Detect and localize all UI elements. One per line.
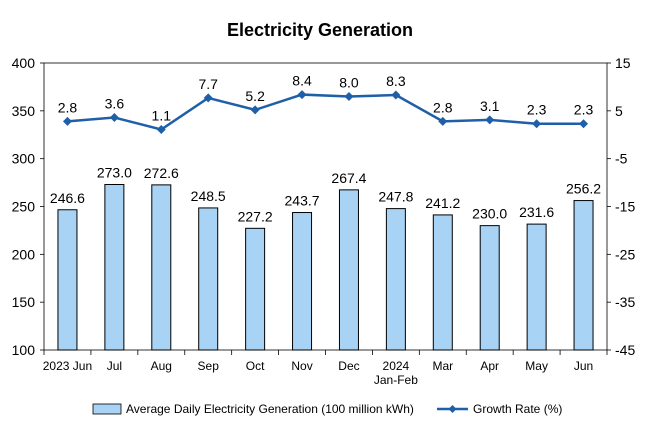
y-left-tick-label: 400 <box>12 55 36 71</box>
bar <box>198 207 219 351</box>
x-tick-label: Mar <box>432 359 453 373</box>
y-left-tick-label: 300 <box>12 151 36 167</box>
x-tick-label: Sep <box>198 359 220 373</box>
bar <box>573 200 594 351</box>
bar <box>479 225 500 351</box>
x-tick-label: Jun <box>574 359 593 373</box>
growth-rate-point <box>485 115 495 125</box>
y-right-tick-label: -15 <box>615 199 635 215</box>
bar-data-label: 267.4 <box>331 170 366 186</box>
growth-rate-point <box>156 124 166 134</box>
y-right-tick-label: 15 <box>615 55 631 71</box>
y-right-tick-label: 5 <box>615 103 623 119</box>
bar <box>292 212 313 351</box>
legend-line-label: Growth Rate (%) <box>473 402 562 416</box>
legend-bar-label: Average Daily Electricity Generation (10… <box>126 402 414 416</box>
growth-rate-point <box>297 90 307 100</box>
x-tick-label: 2023 Jun <box>43 359 92 373</box>
bar <box>526 223 547 351</box>
growth-rate-point <box>391 90 401 100</box>
bar <box>245 227 266 351</box>
growth-rate-label: 1.1 <box>152 107 172 123</box>
y-left-tick-label: 100 <box>12 342 36 358</box>
growth-rate-label: 3.6 <box>105 96 125 112</box>
chart-title: Electricity Generation <box>227 20 413 40</box>
x-tick-label: Oct <box>246 359 265 373</box>
legend-bar-swatch <box>92 403 122 415</box>
legend-line-marker <box>448 405 457 413</box>
x-tick-label: Nov <box>291 359 312 373</box>
bar-data-label: 247.8 <box>378 189 413 205</box>
growth-rate-label: 3.1 <box>480 98 500 114</box>
growth-rate-point <box>579 119 589 129</box>
growth-rate-label: 8.3 <box>386 73 406 89</box>
bar <box>57 209 78 351</box>
growth-rate-point <box>203 93 213 103</box>
bar-data-label: 272.6 <box>144 165 179 181</box>
growth-rate-line <box>67 93 584 131</box>
x-tick-label: Jul <box>107 359 122 373</box>
growth-rate-point <box>109 113 119 123</box>
y-left-tick-label: 350 <box>12 103 36 119</box>
bar <box>104 183 125 351</box>
y-right-tick-label: -25 <box>615 246 635 262</box>
bar-data-label: 241.2 <box>425 195 460 211</box>
bar-data-label: 273.0 <box>97 164 132 180</box>
y-right-tick-label: -45 <box>615 342 635 358</box>
bar-data-label: 256.2 <box>566 181 601 197</box>
growth-rate-label: 2.3 <box>574 102 594 118</box>
bar-data-label: 248.5 <box>191 188 226 204</box>
growth-rate-point <box>532 119 542 129</box>
growth-rate-label: 5.2 <box>245 88 265 104</box>
bar <box>432 214 453 351</box>
growth-rate-label: 2.3 <box>527 102 547 118</box>
growth-rate-label: 2.8 <box>58 99 78 115</box>
y-left-tick-label: 200 <box>12 246 36 262</box>
growth-rate-point <box>250 105 260 115</box>
y-left-tick-label: 250 <box>12 199 36 215</box>
x-tick-label: Apr <box>480 359 499 373</box>
growth-rate-label: 2.8 <box>433 99 453 115</box>
bar-data-label: 243.7 <box>285 193 320 209</box>
legend: Average Daily Electricity Generation (10… <box>92 402 562 416</box>
x-tick-label: Aug <box>151 359 172 373</box>
x-tick-label: May <box>525 359 548 373</box>
y-right-tick-label: -35 <box>615 294 635 310</box>
x-tick-label: Dec <box>338 359 359 373</box>
bar <box>338 189 359 351</box>
bar-data-label: 230.0 <box>472 206 507 222</box>
bar-data-label: 246.6 <box>50 190 85 206</box>
x-tick-label: 2024 Jan-Feb <box>374 359 418 387</box>
growth-rate-point <box>344 91 354 101</box>
bar <box>385 208 406 351</box>
bar-data-label: 227.2 <box>238 208 273 224</box>
growth-rate-label: 8.4 <box>292 73 312 89</box>
growth-rate-point <box>438 116 448 126</box>
plot-area: 100 150 200 250 300 350 400 -45 -35 -25 -15 -5 5 15 24… <box>12 55 636 387</box>
growth-rate-point <box>62 116 72 126</box>
y-right-tick-label: -5 <box>615 151 628 167</box>
growth-rate-label: 7.7 <box>198 76 218 92</box>
bar-data-label: 231.6 <box>519 204 554 220</box>
bar <box>151 184 172 351</box>
growth-rate-label: 8.0 <box>339 74 359 90</box>
y-left-tick-label: 150 <box>12 294 36 310</box>
